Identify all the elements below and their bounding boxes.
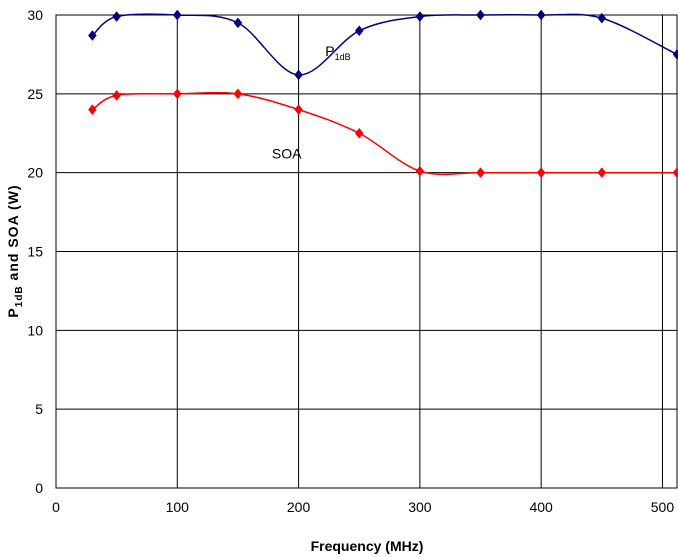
x-tick-labels: 0 100 200 300 400 500	[52, 499, 674, 515]
data-point	[294, 69, 303, 81]
y-tick-label: 10	[27, 322, 43, 338]
x-tick-label: 500	[651, 499, 675, 515]
data-point	[172, 9, 182, 21]
y-tick-label: 20	[27, 165, 43, 181]
data-point	[88, 30, 97, 41]
x-tick-label: 200	[287, 499, 311, 515]
data-point	[354, 25, 364, 37]
y-axis-title-sub: 1dB	[14, 285, 25, 307]
data-point	[415, 11, 425, 22]
y-axis-title: P1dB and SOA (W)	[5, 184, 25, 317]
data-point	[536, 9, 546, 21]
series-line-p1db	[91, 13, 678, 76]
grid	[55, 14, 678, 489]
series-label-soa: SOA	[272, 145, 302, 161]
y-axis-title-main: P	[5, 307, 21, 317]
data-point	[476, 167, 485, 179]
y-tick-label: 5	[35, 401, 43, 417]
y-tick-label: 25	[27, 86, 43, 102]
series-line-soa	[91, 91, 677, 176]
x-tick-label: 300	[408, 499, 432, 515]
x-tick-label: 400	[529, 499, 553, 515]
y-tick-label: 15	[27, 244, 43, 260]
y-tick-label: 30	[27, 7, 43, 23]
data-point	[672, 49, 678, 60]
x-tick-label: 0	[52, 499, 60, 515]
data-point	[672, 167, 678, 179]
data-point	[112, 11, 121, 22]
series-label-p1db: P1dB	[325, 43, 350, 62]
x-tick-label: 100	[166, 499, 190, 515]
y-tick-label: 0	[35, 480, 43, 496]
data-point	[112, 90, 121, 101]
series-markers	[88, 9, 678, 179]
data-point	[233, 88, 243, 100]
data-point	[415, 165, 425, 177]
y-axis-title-rest: and SOA (W)	[5, 184, 21, 285]
data-point	[354, 127, 364, 139]
data-point	[88, 104, 97, 116]
y-tick-labels: 0 5 10 15 20 25 30	[27, 7, 43, 496]
x-axis-title: Frequency (MHz)	[311, 538, 424, 554]
data-point	[476, 9, 485, 21]
data-point	[536, 167, 546, 179]
data-point	[233, 17, 243, 29]
data-point	[597, 12, 607, 24]
data-point	[597, 167, 607, 179]
data-point	[294, 104, 303, 116]
data-point	[172, 88, 182, 100]
series-labels: P1dB SOA	[272, 43, 351, 161]
